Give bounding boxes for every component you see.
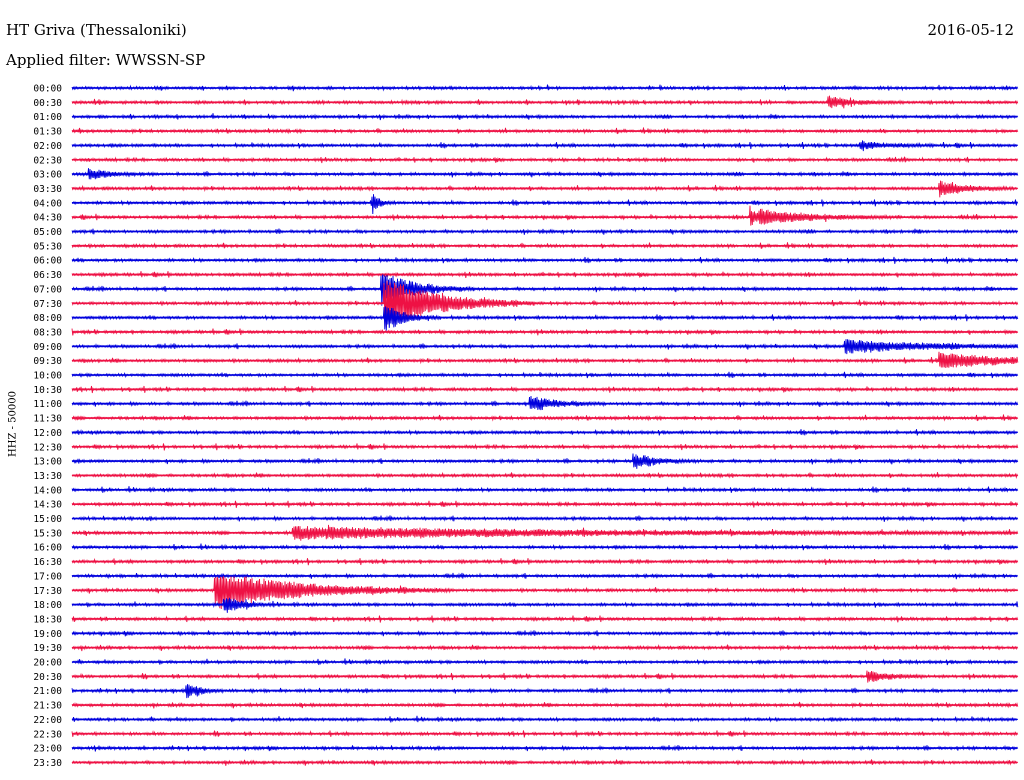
row-time-label: 11:00 xyxy=(33,399,62,410)
row-time-label: 09:00 xyxy=(33,342,62,353)
row-time-label: 05:00 xyxy=(33,227,62,238)
row-time-label: 05:30 xyxy=(33,241,62,252)
row-time-label: 03:00 xyxy=(33,170,62,181)
row-time-label: 01:30 xyxy=(33,127,62,138)
row-time-label: 15:00 xyxy=(33,514,62,525)
row-time-label: 23:30 xyxy=(33,758,62,769)
row-time-label: 08:30 xyxy=(33,327,62,338)
row-time-label: 20:30 xyxy=(33,672,62,683)
row-time-label: 06:30 xyxy=(33,270,62,281)
row-time-label: 11:30 xyxy=(33,414,62,425)
row-time-label: 04:30 xyxy=(33,213,62,224)
row-time-label: 02:30 xyxy=(33,155,62,166)
trace-row xyxy=(71,205,1019,226)
row-time-label: 03:30 xyxy=(33,184,62,195)
row-time-label: 22:30 xyxy=(33,729,62,740)
row-time-label: 12:30 xyxy=(33,442,62,453)
row-time-label: 22:00 xyxy=(33,715,62,726)
record-date: 2016-05-12 xyxy=(927,21,1014,39)
row-time-label: 17:00 xyxy=(33,571,62,582)
row-time-label: 16:00 xyxy=(33,543,62,554)
row-time-label: 07:00 xyxy=(33,284,62,295)
row-time-label: 13:00 xyxy=(33,457,62,468)
trace-row xyxy=(71,306,1019,331)
row-time-label: 00:00 xyxy=(33,84,62,95)
row-time-label: 04:00 xyxy=(33,198,62,209)
row-time-label: 13:30 xyxy=(33,471,62,482)
row-time-label: 09:30 xyxy=(33,356,62,367)
row-time-label: 10:00 xyxy=(33,371,62,382)
trace-row xyxy=(71,274,1019,306)
station-title: HT Griva (Thessaloniki) xyxy=(6,21,187,39)
filter-label: Applied filter: WWSSN-SP xyxy=(6,51,206,69)
row-time-label: 21:00 xyxy=(33,686,62,697)
row-time-label: 18:00 xyxy=(33,600,62,611)
row-time-label: 01:00 xyxy=(33,112,62,123)
row-time-label: 19:30 xyxy=(33,643,62,654)
row-time-label: 21:30 xyxy=(33,701,62,712)
row-time-label: 20:00 xyxy=(33,658,62,669)
row-time-label: 17:30 xyxy=(33,586,62,597)
row-time-label: 19:00 xyxy=(33,629,62,640)
row-time-label: 14:30 xyxy=(33,500,62,511)
row-time-label: 18:30 xyxy=(33,614,62,625)
row-time-label: 02:00 xyxy=(33,141,62,152)
row-time-label: 12:00 xyxy=(33,428,62,439)
row-time-label: 23:00 xyxy=(33,744,62,755)
row-time-label: 15:30 xyxy=(33,528,62,539)
row-time-label: 16:30 xyxy=(33,557,62,568)
row-time-label: 00:30 xyxy=(33,98,62,109)
trace-row xyxy=(71,194,1019,215)
row-time-label: 10:30 xyxy=(33,385,62,396)
row-time-label: 06:00 xyxy=(33,256,62,267)
row-time-label: 08:00 xyxy=(33,313,62,324)
row-time-label: 07:30 xyxy=(33,299,62,310)
row-time-label: 14:00 xyxy=(33,485,62,496)
